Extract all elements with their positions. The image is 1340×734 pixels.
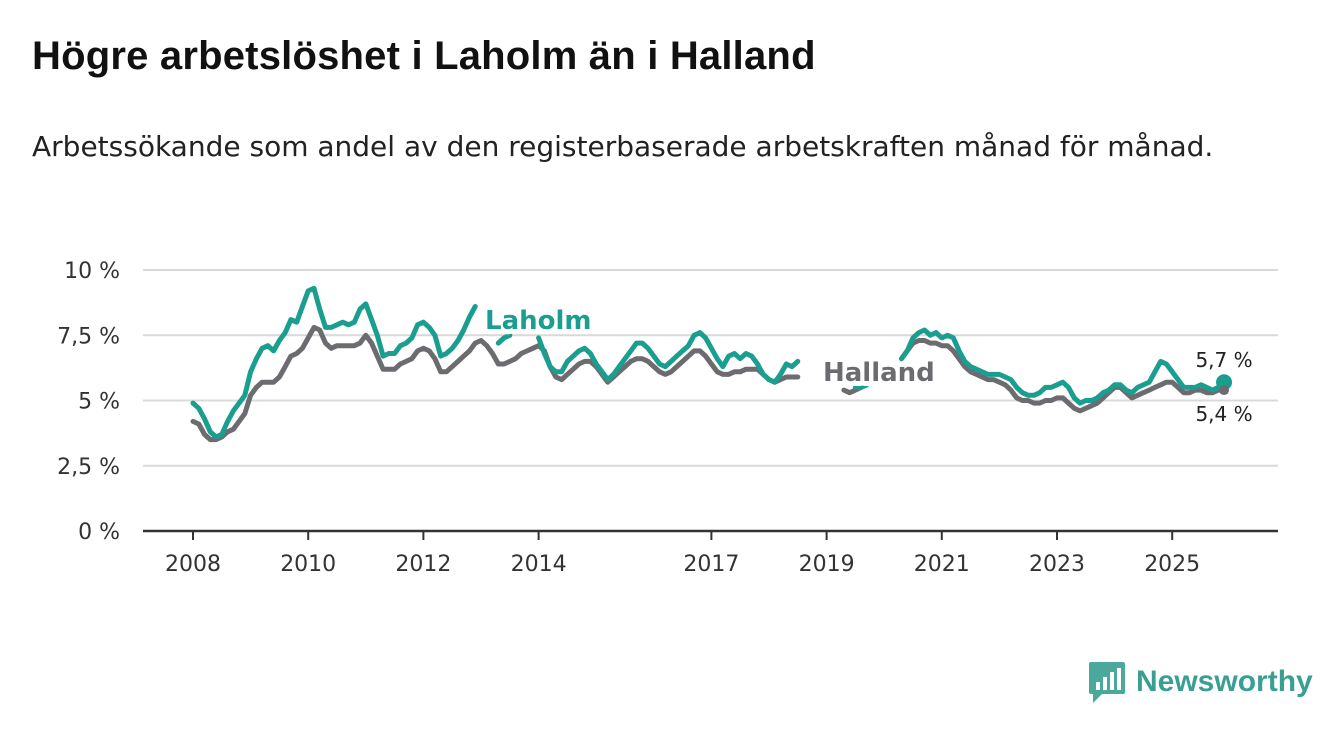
y-tick-label: 2,5 % bbox=[57, 455, 120, 480]
x-tick-label: 2008 bbox=[165, 552, 221, 577]
x-tick-label: 2025 bbox=[1144, 552, 1200, 577]
end-value-label-halland: 5,4 % bbox=[1195, 402, 1252, 426]
x-tick-label: 2021 bbox=[914, 552, 970, 577]
brand-name: Newsworthy bbox=[1136, 665, 1313, 698]
y-tick-label: 7,5 % bbox=[57, 324, 120, 349]
end-point-laholm bbox=[1216, 374, 1233, 391]
y-tick-label: 10 % bbox=[64, 259, 120, 284]
series-label-halland: Halland bbox=[823, 358, 935, 388]
chart-title: Högre arbetslöshet i Laholm än i Halland bbox=[32, 34, 816, 78]
newsworthy-logo[interactable]: Newsworthy bbox=[1088, 660, 1313, 704]
x-tick-label: 2012 bbox=[395, 552, 451, 577]
x-tick-label: 2023 bbox=[1029, 552, 1085, 577]
x-tick-label: 2010 bbox=[280, 552, 336, 577]
y-tick-label: 5 % bbox=[78, 390, 120, 415]
y-tick-label: 0 % bbox=[78, 520, 120, 545]
newsworthy-chart-icon bbox=[1089, 662, 1125, 703]
series-label-laholm: Laholm bbox=[485, 306, 592, 336]
end-value-label-laholm: 5,7 % bbox=[1195, 348, 1252, 372]
x-tick-label: 2017 bbox=[683, 552, 739, 577]
chart-subtitle: Arbetssökande som andel av den registerb… bbox=[32, 130, 1214, 163]
end-point-halland bbox=[1219, 385, 1230, 396]
x-tick-label: 2014 bbox=[511, 552, 567, 577]
line-chart: 0 % 2,5 % 5 % 7,5 % 10 % 2008 2010 2012 2014 2017… bbox=[57, 259, 1278, 577]
x-tick-label: 2019 bbox=[799, 552, 855, 577]
series-line-laholm bbox=[190, 285, 1227, 440]
